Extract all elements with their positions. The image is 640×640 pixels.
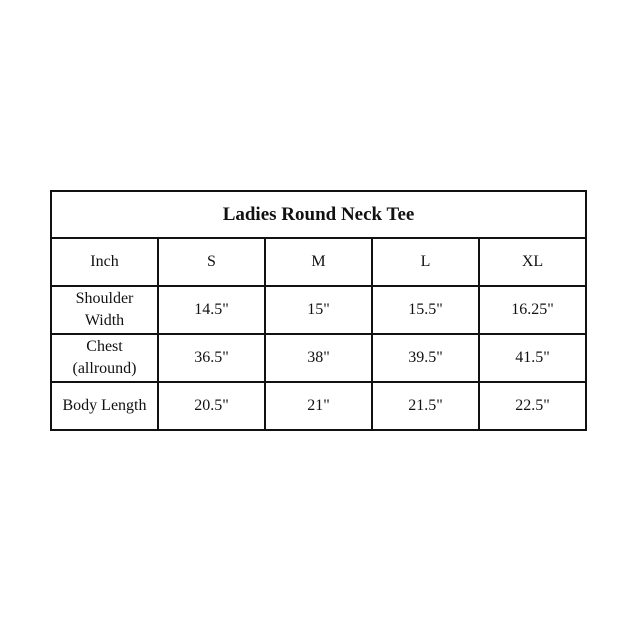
header-cell: XL: [478, 237, 587, 287]
table-cell: 21": [264, 381, 373, 431]
table-cell: 41.5": [478, 333, 587, 383]
table-title: Ladies Round Neck Tee: [50, 190, 587, 239]
header-row: Inch S M L XL: [50, 237, 587, 287]
table-cell: 14.5": [157, 285, 266, 335]
table-cell: 36.5": [157, 333, 266, 383]
size-chart-table: Ladies Round Neck Tee Inch S M L XL Shou…: [50, 190, 587, 431]
table-cell: 15": [264, 285, 373, 335]
header-cell: S: [157, 237, 266, 287]
header-cell: M: [264, 237, 373, 287]
table-cell: 39.5": [371, 333, 480, 383]
row-label-line: (allround): [72, 360, 137, 377]
row-label-line: Shoulder: [75, 290, 134, 307]
table-row: Chest (allround) 36.5" 38" 39.5" 41.5": [50, 333, 587, 383]
row-label: Chest (allround): [50, 333, 159, 383]
header-cell: L: [371, 237, 480, 287]
header-cell: Inch: [50, 237, 159, 287]
table-cell: 21.5": [371, 381, 480, 431]
table-cell: 38": [264, 333, 373, 383]
row-label: Body Length: [50, 381, 159, 431]
table-row: Body Length 20.5" 21" 21.5" 22.5": [50, 381, 587, 431]
table-cell: 20.5": [157, 381, 266, 431]
table-row: Shoulder Width 14.5" 15" 15.5" 16.25": [50, 285, 587, 335]
row-label-line: Width: [84, 312, 125, 329]
row-label-line: Chest: [86, 338, 123, 355]
table-cell: 22.5": [478, 381, 587, 431]
row-label: Shoulder Width: [50, 285, 159, 335]
table-cell: 16.25": [478, 285, 587, 335]
table-cell: 15.5": [371, 285, 480, 335]
